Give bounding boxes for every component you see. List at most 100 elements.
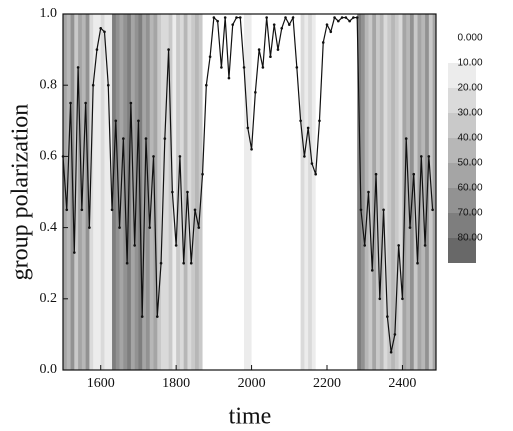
data-point [167,48,170,51]
data-point [61,155,65,158]
background-band [138,14,143,370]
data-point [106,83,110,87]
data-point [193,208,197,212]
background-band [247,14,252,370]
colorbar-label: 60.00 [457,183,482,194]
data-point [186,190,189,194]
data-point [404,137,408,140]
background-band [262,14,267,370]
data-point [284,16,287,19]
y-tick-label: 0.2 [40,291,58,306]
background-band [383,14,388,370]
background-band [360,14,366,370]
background-band [78,14,83,370]
colorbar-swatch [448,238,476,263]
data-point [159,261,163,265]
data-point [269,55,272,59]
data-point [231,23,235,26]
colorbar-label: 10.00 [457,58,482,69]
x-tick-label: 2400 [388,376,416,391]
background-band [372,14,377,370]
data-point [178,155,182,158]
background-band [142,14,147,370]
data-point [423,244,427,247]
background-band [104,14,109,370]
background-band [300,14,305,370]
data-point [299,119,302,123]
data-point [344,16,348,19]
data-point [431,208,434,212]
data-point [340,16,344,19]
background-band [74,14,79,370]
background-band [93,14,98,370]
x-axis-title: time [229,404,272,430]
background-band [191,14,196,370]
x-tick-label: 1800 [162,376,190,391]
background-band [66,14,71,370]
background-band [202,14,207,370]
data-point [99,26,103,30]
data-point [261,66,265,69]
background-band [157,14,162,370]
background-band [304,14,309,370]
data-point [212,16,216,19]
plot-frame [62,13,437,371]
colorbar-label: 0.000 [457,33,482,44]
data-point [295,66,299,69]
data-point [189,261,193,265]
background-band [240,14,245,370]
background-band [398,14,403,370]
colorbar-swatch [448,88,476,113]
data-point [325,23,329,26]
colorbar-swatch [448,38,476,63]
background-band [81,14,86,370]
background-band [217,14,222,370]
background-band [172,14,177,370]
background-band [259,14,264,370]
colorbar-label: 70.00 [457,208,482,219]
background-band [244,14,249,370]
data-point [223,16,227,19]
data-point [171,190,174,194]
colorbar-swatch [448,213,476,238]
background-band [221,14,226,370]
background-bands [63,14,437,370]
background-band [255,14,260,370]
data-point [265,16,268,19]
data-point [148,226,152,229]
data-point [155,315,159,318]
data-point [276,48,280,51]
colorbar-label: 20.00 [457,83,482,94]
background-band [270,14,275,370]
data-point [318,119,321,123]
data-point [427,155,431,158]
background-band [327,14,332,370]
data-point [110,208,114,212]
data-point [137,119,140,123]
data-point [287,23,291,26]
background-band [315,14,320,370]
data-point [321,41,325,44]
y-axis-title: group polarization [8,104,34,281]
data-point [337,19,340,23]
data-point [382,208,385,212]
data-point [355,16,359,19]
data-point [201,172,204,176]
background-band [323,14,328,370]
data-point [91,83,95,87]
data-point [129,101,133,105]
background-band [210,14,215,370]
data-point [254,91,257,94]
colorbar-label: 40.00 [457,133,482,144]
data-point [163,137,167,140]
data-point [378,297,382,301]
background-band [311,14,316,370]
background-band [266,14,271,370]
background-band [232,14,237,370]
y-tick-label: 1.0 [40,6,58,21]
background-band [293,14,298,370]
background-band [277,14,283,370]
x-tick-label: 1600 [87,376,115,391]
background-band [308,14,313,370]
